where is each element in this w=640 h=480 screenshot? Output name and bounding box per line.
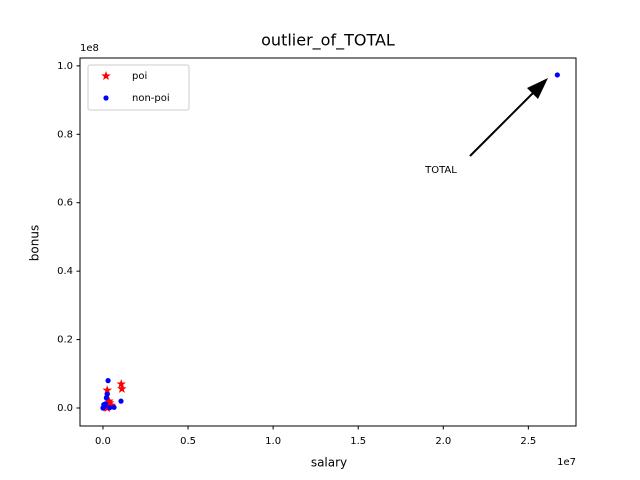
legend: poi non-poi <box>87 64 190 111</box>
dot-marker <box>118 398 124 404</box>
dot-marker <box>103 95 109 101</box>
y-tick-label: 0.0 <box>57 403 73 414</box>
x-tick-label: 1.5 <box>350 436 366 447</box>
legend-box <box>87 64 190 111</box>
y-offset-label: 1e8 <box>80 43 99 54</box>
x-tick-label: 2.0 <box>435 436 451 447</box>
star-marker <box>117 383 127 393</box>
y-tick-label: 0.2 <box>57 335 73 346</box>
axes-frame <box>79 57 577 427</box>
star-marker <box>102 385 112 395</box>
annotation-arrow <box>469 90 536 157</box>
y-tick-label: 0.8 <box>57 129 73 140</box>
legend-label: poi <box>132 71 147 82</box>
dot-marker <box>105 378 111 384</box>
dot-marker <box>101 401 107 408</box>
y-tick-label: 1.0 <box>57 61 73 72</box>
x-offset-label: 1e7 <box>557 457 576 468</box>
x-axis-label: salary <box>311 456 347 470</box>
legend-label: non-poi <box>132 93 170 104</box>
y-tick-label: 0.4 <box>57 266 73 277</box>
x-tick-label: 0.5 <box>180 436 196 447</box>
y-tick-label: 0.6 <box>57 198 73 209</box>
y-axis-label: bonus <box>28 225 42 261</box>
annotation-arrowhead <box>527 78 548 99</box>
dot-marker <box>107 405 113 411</box>
star-marker <box>104 396 114 406</box>
dot-marker <box>554 72 560 78</box>
star-marker <box>116 379 126 389</box>
star-marker <box>106 400 117 410</box>
x-tick-label: 0.0 <box>95 436 111 447</box>
star-marker <box>101 71 111 81</box>
x-tick-label: 2.5 <box>520 436 536 447</box>
chart-title: outlier_of_TOTAL <box>261 31 395 51</box>
dot-marker <box>104 391 110 397</box>
x-tick-label: 1.0 <box>265 436 281 447</box>
plot-area <box>100 72 560 413</box>
dot-marker <box>111 404 117 410</box>
annotation-text: TOTAL <box>424 165 457 176</box>
